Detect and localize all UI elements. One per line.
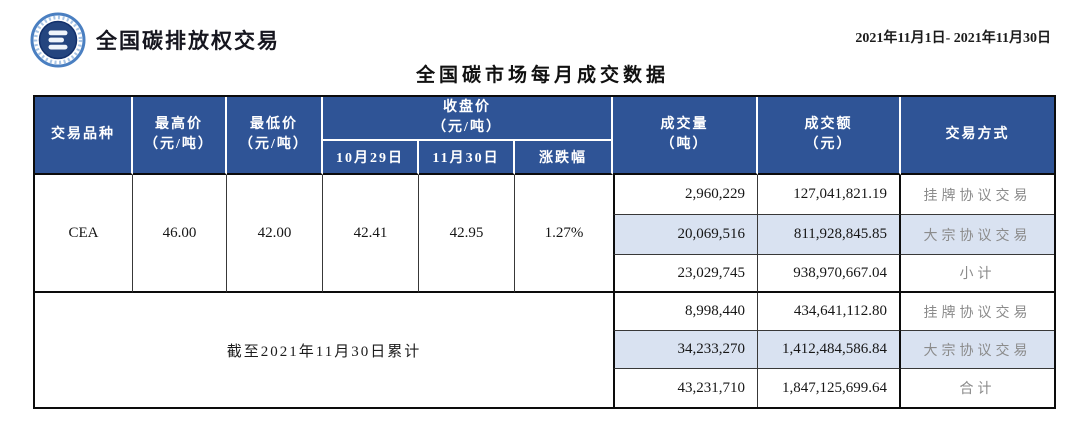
cell-amount: 127,041,821.19: [758, 175, 902, 215]
cell-method: 大宗协议交易: [901, 331, 1055, 369]
col-header-low: 最低价 （元/吨）: [227, 97, 323, 175]
cell-volume: 34,233,270: [613, 331, 759, 369]
cell-product: CEA: [35, 175, 133, 293]
trading-data-table: 交易品种 最高价 （元/吨） 最低价 （元/吨） 收盘价 （元/吨） 成交量 （…: [33, 95, 1056, 409]
cell-volume: 23,029,745: [613, 255, 759, 293]
cell-method: 挂牌协议交易: [901, 175, 1055, 215]
carbon-exchange-logo-icon: [30, 12, 86, 68]
cell-amount: 811,928,845.85: [758, 215, 902, 255]
cell-volume: 2,960,229: [613, 175, 759, 215]
cell-volume: 43,231,710: [613, 369, 759, 407]
table: 交易品种 最高价 （元/吨） 最低价 （元/吨） 收盘价 （元/吨） 成交量 （…: [35, 97, 1055, 407]
cell-method: 挂牌协议交易: [901, 293, 1055, 331]
cell-change: 1.27%: [515, 175, 614, 293]
col-header-volume: 成交量 （吨）: [613, 97, 759, 175]
table-row-cumulative-block: 34,233,270 1,412,484,586.84 大宗协议交易: [35, 331, 1055, 369]
col-header-close-nov: 11月30日: [419, 141, 515, 175]
table-title: 全国碳市场每月成交数据: [415, 65, 669, 86]
cell-method: 合计: [959, 382, 996, 397]
cell-volume: 20,069,516: [613, 215, 759, 255]
table-row-monthly-subtotal: 23,029,745 938,970,667.04 小计: [35, 255, 1055, 293]
header-row-sub: 10月29日 11月30日 涨跌幅: [35, 141, 1054, 175]
col-header-close-oct: 10月29日: [323, 141, 419, 175]
cell-amount: 434,641,112.80: [758, 293, 902, 331]
brand: 全国碳排放权交易: [30, 12, 280, 68]
cell-amount: 938,970,667.04: [758, 255, 902, 293]
cell-amount: 1,847,125,699.64: [758, 369, 902, 407]
col-header-high: 最高价 （元/吨）: [133, 97, 227, 175]
cell-close-oct: 42.41: [323, 175, 419, 293]
cell-cumulative-label: 截至2021年11月30日累计: [226, 343, 422, 360]
cell-close-nov: 42.95: [419, 175, 515, 293]
cell-low: 42.00: [227, 175, 323, 293]
col-header-close-group: 收盘价 （元/吨）: [323, 97, 614, 141]
cell-method: 小计: [901, 255, 1055, 293]
col-header-method: 交易方式: [901, 97, 1055, 175]
cell-amount: 1,412,484,586.84: [758, 331, 902, 369]
col-header-change: 涨跌幅: [515, 141, 614, 175]
report-date-range: 2021年11月1日- 2021年11月30日: [855, 31, 1051, 46]
brand-title: 全国碳排放权交易: [96, 29, 280, 53]
cell-high: 46.00: [133, 175, 227, 293]
header-row-top: 交易品种 最高价 （元/吨） 最低价 （元/吨） 收盘价 （元/吨） 成交量 （…: [35, 97, 1055, 175]
cell-method: 大宗协议交易: [901, 215, 1055, 255]
table-row-monthly-listed: CEA 46.00 42.00 42.41 42.95 1.27% 2,960,…: [35, 175, 1055, 293]
col-header-product: 交易品种: [35, 97, 133, 175]
table-row-cumulative-total: 43,231,710 1,847,125,699.64 合计: [35, 369, 1054, 407]
cell-volume: 8,998,440: [613, 293, 759, 331]
col-header-amount: 成交额 （元）: [758, 97, 902, 175]
table-row-cumulative-listed: 截至2021年11月30日累计 8,998,440 434,641,112.80…: [35, 293, 1055, 360]
table-row-monthly-block: 20,069,516 811,928,845.85 大宗协议交易: [35, 215, 1055, 255]
